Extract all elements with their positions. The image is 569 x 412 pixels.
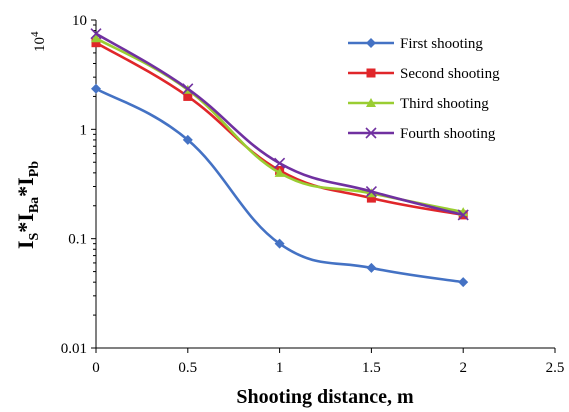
y-tick-label: 1 — [80, 122, 88, 138]
data-point — [90, 28, 102, 40]
data-point — [457, 209, 469, 221]
y-tick-label: 0.01 — [61, 341, 87, 357]
x-tick-label: 1.5 — [362, 360, 381, 376]
series-first-shooting — [91, 83, 469, 288]
data-point — [182, 134, 193, 145]
x-tick-label: 2.5 — [546, 360, 565, 376]
x-tick-label: 0 — [92, 360, 100, 376]
data-point-stroke — [365, 185, 377, 198]
y-title-subscript: S — [27, 233, 42, 241]
x-tick-label: 1 — [276, 360, 284, 376]
data-point — [458, 277, 469, 288]
series-line — [95, 32, 464, 217]
data-point-stroke — [274, 157, 286, 169]
legend-label: First shooting — [400, 36, 483, 52]
y-title-subscript: Pb — [27, 161, 42, 178]
y-axis-unit: 104 — [29, 31, 48, 52]
data-point — [91, 38, 101, 48]
series-third-shooting — [91, 33, 469, 217]
data-point — [274, 238, 285, 249]
data-point — [366, 38, 376, 48]
data-point — [366, 193, 376, 203]
data-point — [366, 68, 376, 78]
legend-label: Fourth shooting — [400, 126, 496, 142]
data-point — [365, 127, 377, 139]
data-point — [91, 83, 101, 94]
y-title-part: *I — [13, 177, 38, 197]
data-point-stroke — [182, 83, 194, 95]
data-point — [183, 91, 193, 101]
data-point — [274, 167, 285, 177]
legend-item: Fourth shooting — [348, 126, 496, 142]
series-fourth-shooting — [90, 28, 469, 221]
y-tick-label: 10 — [72, 13, 87, 29]
series-line — [95, 87, 464, 284]
legend-item: Second shooting — [348, 66, 500, 82]
x-tick-label: 2 — [459, 360, 467, 376]
y-title-part: I — [13, 241, 38, 250]
data-point-stroke — [365, 127, 377, 139]
legend-item: First shooting — [348, 36, 483, 52]
y-title-subscript: Ba — [27, 197, 42, 213]
series — [90, 28, 469, 288]
x-axis-title: Shooting distance, m — [236, 386, 414, 408]
legend-label: Third shooting — [400, 96, 489, 112]
data-point — [91, 33, 101, 43]
axes — [95, 20, 555, 349]
legend: First shooting Second shooting Third shoot… — [348, 36, 500, 142]
data-point — [366, 262, 377, 273]
data-point-stroke — [90, 28, 102, 40]
data-point — [182, 83, 194, 95]
data-point-stroke — [457, 209, 469, 221]
ticks: 0.01 0.1 1 10 0 0.5 1 1.5 2 2.5 — [61, 13, 565, 376]
y-title-part: *I — [13, 213, 38, 233]
y-tick-label: 0.1 — [68, 232, 87, 248]
legend-label: Second shooting — [400, 66, 500, 82]
data-point — [274, 157, 286, 169]
legend-item: Third shooting — [348, 96, 489, 112]
x-tick-label: 0.5 — [178, 360, 197, 376]
y-axis-title: IS*IBa*IPb — [13, 161, 42, 249]
svg-text:IS*IBa*IPb: IS*IBa*IPb — [13, 161, 42, 249]
data-point — [365, 185, 377, 198]
data-point — [366, 98, 376, 107]
